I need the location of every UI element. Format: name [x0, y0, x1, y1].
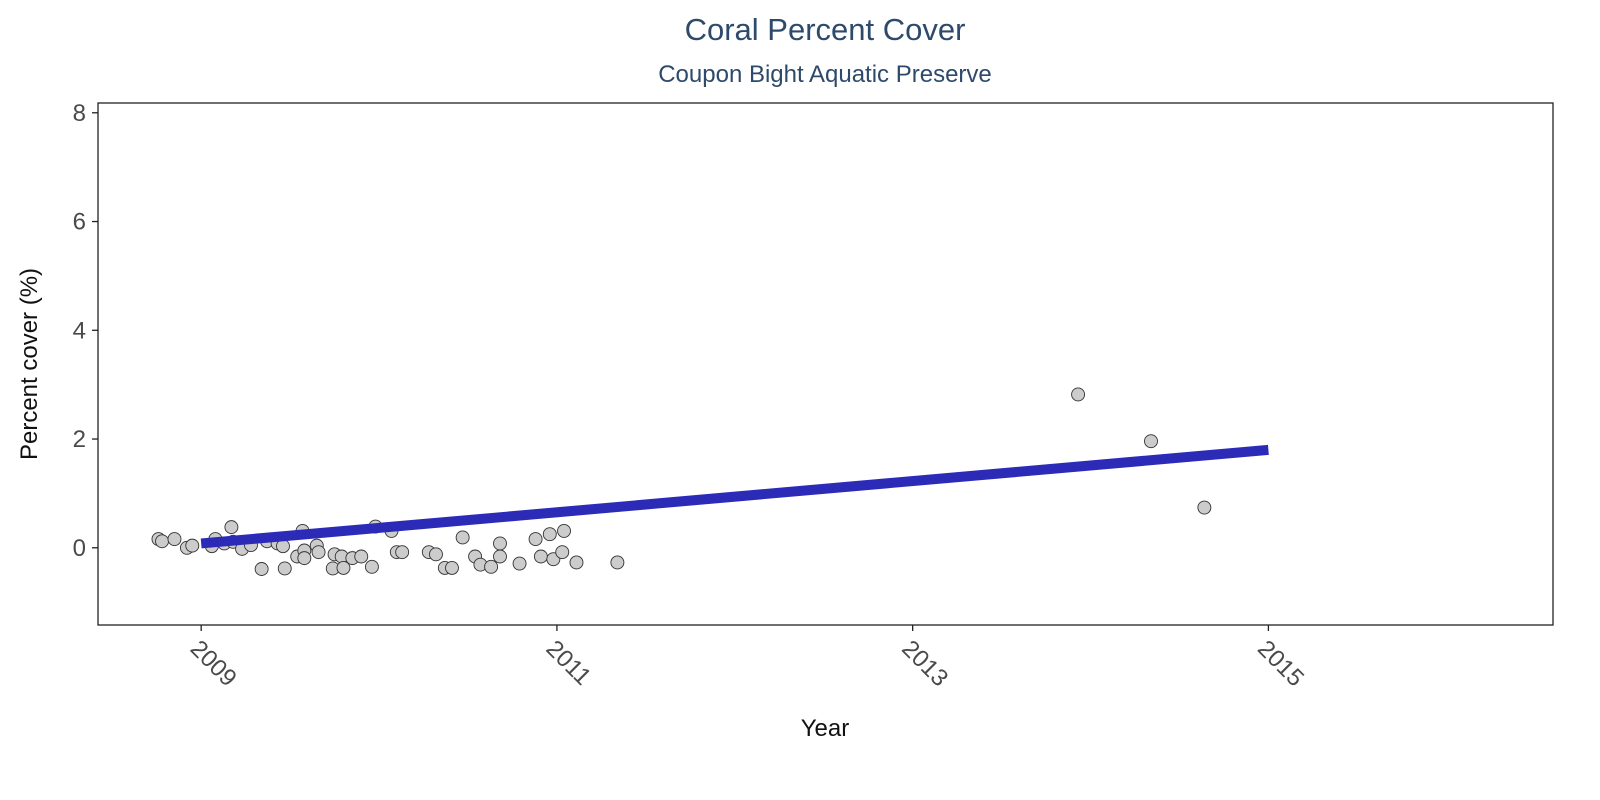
data-point	[555, 545, 570, 560]
data-point	[277, 561, 292, 576]
data-point	[429, 547, 443, 562]
data-point	[1071, 387, 1086, 402]
data-point	[512, 556, 527, 571]
data-point	[542, 527, 557, 542]
data-points	[151, 387, 1212, 576]
data-point	[254, 562, 269, 576]
data-point	[610, 555, 625, 570]
data-point	[185, 538, 200, 553]
data-point	[557, 523, 571, 538]
chart-subtitle: Coupon Bight Aquatic Preserve	[658, 61, 992, 88]
data-point	[311, 545, 326, 560]
x-tick-label: 2015	[1252, 635, 1309, 692]
x-tick-label: 2009	[185, 635, 242, 692]
data-point	[395, 545, 410, 560]
data-point	[445, 560, 459, 575]
data-point	[167, 532, 182, 547]
y-tick-label: 2	[73, 426, 86, 453]
y-axis: 0 2 4 6 8	[73, 100, 98, 562]
y-tick-label: 6	[73, 209, 86, 236]
trend-line-group	[200, 444, 1269, 549]
chart-title: Coral Percent Cover	[685, 12, 966, 47]
trend-line	[200, 444, 1269, 549]
x-tick-label: 2013	[896, 635, 953, 692]
data-point	[336, 560, 351, 575]
data-point	[455, 530, 470, 545]
data-point	[493, 536, 507, 551]
data-point	[484, 559, 499, 574]
y-tick-label: 4	[73, 317, 86, 344]
data-point	[364, 559, 379, 574]
y-tick-label: 8	[73, 100, 86, 127]
data-point	[297, 551, 312, 566]
x-tick-label: 2011	[541, 635, 597, 691]
data-point	[569, 555, 584, 570]
data-point	[1144, 434, 1158, 449]
x-axis-title: Year	[801, 715, 850, 742]
data-point	[224, 520, 239, 535]
data-point	[155, 534, 169, 549]
data-point	[354, 549, 369, 564]
data-point	[528, 532, 543, 547]
data-point	[1197, 500, 1212, 515]
x-axis: 2009 2011 2013 2015	[185, 625, 1309, 692]
data-point	[493, 549, 507, 564]
data-point	[533, 549, 548, 564]
plot-panel	[97, 102, 1554, 626]
y-axis-title: Percent cover (%)	[16, 268, 43, 460]
y-tick-label: 0	[73, 535, 86, 562]
